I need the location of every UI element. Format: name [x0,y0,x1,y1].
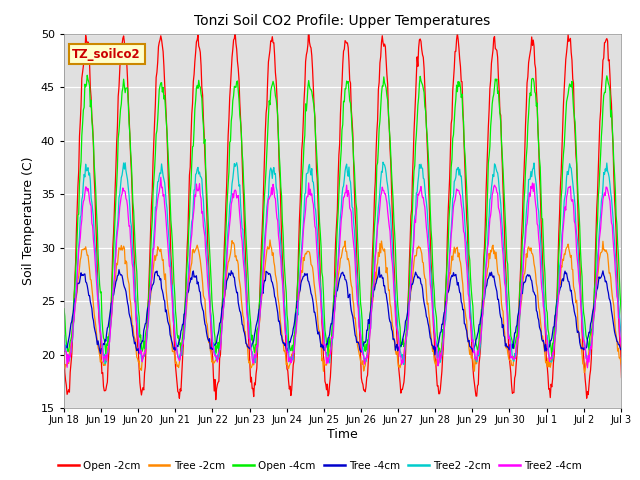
Tree2 -4cm [60,338,68,344]
Line: Open -2cm: Open -2cm [64,27,640,400]
Open -2cm [130,240,138,246]
Line: Tree -2cm: Tree -2cm [64,240,640,372]
Tree2 -2cm [291,341,299,347]
Tree -4cm [130,335,138,341]
Tree -4cm [375,264,383,270]
Open -4cm [131,227,138,233]
Title: Tonzi Soil CO2 Profile: Upper Temperatures: Tonzi Soil CO2 Profile: Upper Temperatur… [195,14,490,28]
Open -2cm [424,160,432,166]
Tree2 -2cm [458,173,465,179]
Tree -2cm [580,370,588,375]
Open -4cm [83,72,91,78]
Tree2 -4cm [423,231,431,237]
Line: Tree2 -2cm: Tree2 -2cm [64,162,640,364]
Open -4cm [548,355,556,360]
Line: Tree -4cm: Tree -4cm [64,267,640,355]
Tree2 -2cm [130,263,138,268]
Tree -4cm [431,352,439,358]
Tree2 -4cm [456,192,464,198]
Tree2 -2cm [239,227,246,232]
Open -4cm [60,306,68,312]
Open -2cm [60,348,68,354]
Tree -4cm [60,348,68,354]
Open -2cm [269,40,277,46]
Tree2 -2cm [400,361,408,367]
Tree2 -4cm [292,332,300,337]
Tree -2cm [130,332,138,337]
Open -4cm [456,85,464,91]
Tree -2cm [456,260,464,265]
Tree2 -4cm [130,281,138,287]
Line: Open -4cm: Open -4cm [64,75,640,358]
Tree -2cm [266,237,274,243]
Text: TZ_soilco2: TZ_soilco2 [72,48,141,61]
Tree2 -4cm [157,174,164,180]
Line: Tree2 -4cm: Tree2 -4cm [64,177,640,368]
Tree2 -2cm [60,333,68,338]
Open -4cm [292,310,300,315]
Tree -2cm [239,312,246,318]
Tree -4cm [239,323,246,328]
Tree -4cm [458,299,465,305]
Open -4cm [269,79,277,84]
Open -2cm [458,79,465,84]
Tree2 -2cm [268,176,276,181]
Open -2cm [305,24,312,30]
Tree2 -4cm [240,262,248,268]
Legend: Open -2cm, Tree -2cm, Open -4cm, Tree -4cm, Tree2 -2cm, Tree2 -4cm: Open -2cm, Tree -2cm, Open -4cm, Tree -4… [54,456,586,475]
Open -2cm [212,397,220,403]
Open -4cm [423,132,431,138]
Tree -4cm [291,318,299,324]
Open -4cm [240,180,248,185]
Tree -4cm [423,315,431,321]
X-axis label: Time: Time [327,428,358,441]
Tree -2cm [269,250,277,256]
Tree -2cm [292,334,300,340]
Open -2cm [240,197,248,203]
Tree2 -4cm [584,365,591,371]
Tree -2cm [423,301,431,307]
Tree2 -2cm [424,220,432,226]
Tree2 -2cm [379,159,387,165]
Tree2 -4cm [269,181,277,187]
Tree -2cm [60,362,68,368]
Open -2cm [292,330,300,336]
Tree -4cm [268,279,276,285]
Y-axis label: Soil Temperature (C): Soil Temperature (C) [22,156,35,285]
